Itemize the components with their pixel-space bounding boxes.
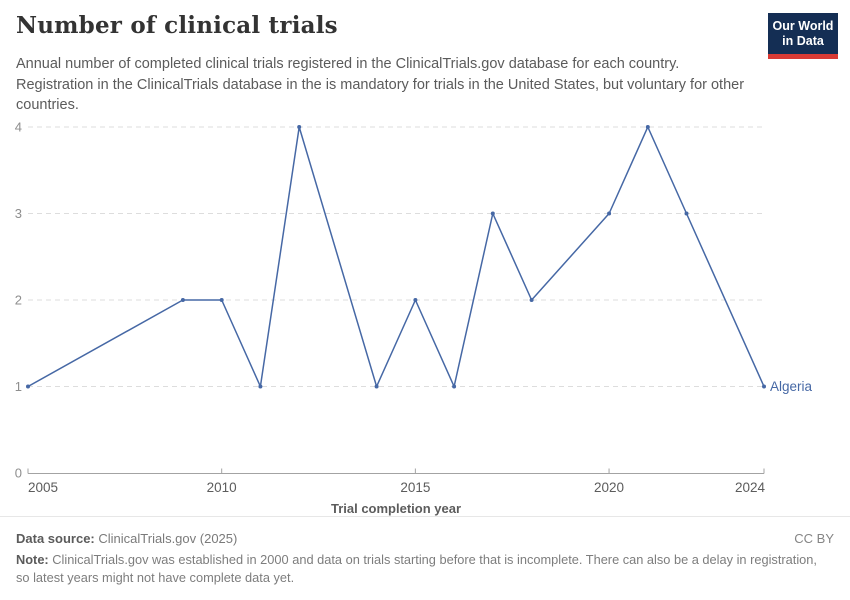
owid-logo-line1: Our World xyxy=(772,19,834,33)
y-tick-label-2: 2 xyxy=(15,293,22,308)
footer-divider xyxy=(0,516,850,517)
data-point-algeria-2018[interactable] xyxy=(529,298,534,302)
data-point-algeria-2020[interactable] xyxy=(607,211,612,216)
data-point-algeria-2022[interactable] xyxy=(684,211,689,216)
y-tick-label-3: 3 xyxy=(15,206,22,221)
data-point-algeria-2015[interactable] xyxy=(413,298,418,302)
x-tick-label-2024[interactable]: 2024 xyxy=(735,480,766,495)
y-tick-label-0: 0 xyxy=(15,466,22,481)
x-tick-label-2010[interactable]: 2010 xyxy=(207,480,237,495)
x-axis-title: Trial completion year xyxy=(331,501,461,516)
x-tick-label-2005[interactable]: 2005 xyxy=(28,480,58,495)
license-badge[interactable]: CC BY xyxy=(794,531,834,546)
data-point-algeria-2005[interactable] xyxy=(26,384,30,389)
data-point-algeria-2021[interactable] xyxy=(645,125,650,129)
series-line-algeria[interactable] xyxy=(27,126,765,388)
x-tick-label-2015[interactable]: 2015 xyxy=(400,480,430,495)
data-point-algeria-2014[interactable] xyxy=(374,384,379,389)
note-text: ClinicalTrials.gov was established in 20… xyxy=(16,552,817,585)
data-point-algeria-2017[interactable] xyxy=(490,211,495,216)
data-point-algeria-2011[interactable] xyxy=(258,384,263,389)
note-label: Note: xyxy=(16,552,49,567)
data-source-value[interactable]: ClinicalTrials.gov (2025) xyxy=(98,531,238,546)
y-tick-label-4: 4 xyxy=(15,120,22,135)
data-point-algeria-2016[interactable] xyxy=(452,384,457,389)
data-point-algeria-2009[interactable] xyxy=(180,298,185,302)
data-point-algeria-2012[interactable] xyxy=(297,125,302,129)
page-title: Number of clinical trials xyxy=(16,12,338,39)
x-tick-label-2020[interactable]: 2020 xyxy=(594,480,624,495)
data-source-row: Data source: ClinicalTrials.gov (2025) xyxy=(16,531,237,546)
footer-note: Note: ClinicalTrials.gov was established… xyxy=(16,551,834,587)
data-point-algeria-2024[interactable] xyxy=(762,384,766,389)
clinical-trials-line-chart[interactable]: 0 1 2 3 4 2005 2010 2015 2020 2024 Trial completio… xyxy=(0,110,850,517)
y-tick-label-1: 1 xyxy=(15,379,22,394)
data-source-label: Data source: xyxy=(16,531,95,546)
data-point-algeria-2010[interactable] xyxy=(219,298,224,302)
chart-subtitle: Annual number of completed clinical tria… xyxy=(16,56,745,113)
owid-logo-line2: in Data xyxy=(782,34,824,48)
series-end-label-algeria[interactable]: Algeria xyxy=(770,379,813,394)
owid-logo[interactable]: Our World in Data xyxy=(768,13,838,59)
